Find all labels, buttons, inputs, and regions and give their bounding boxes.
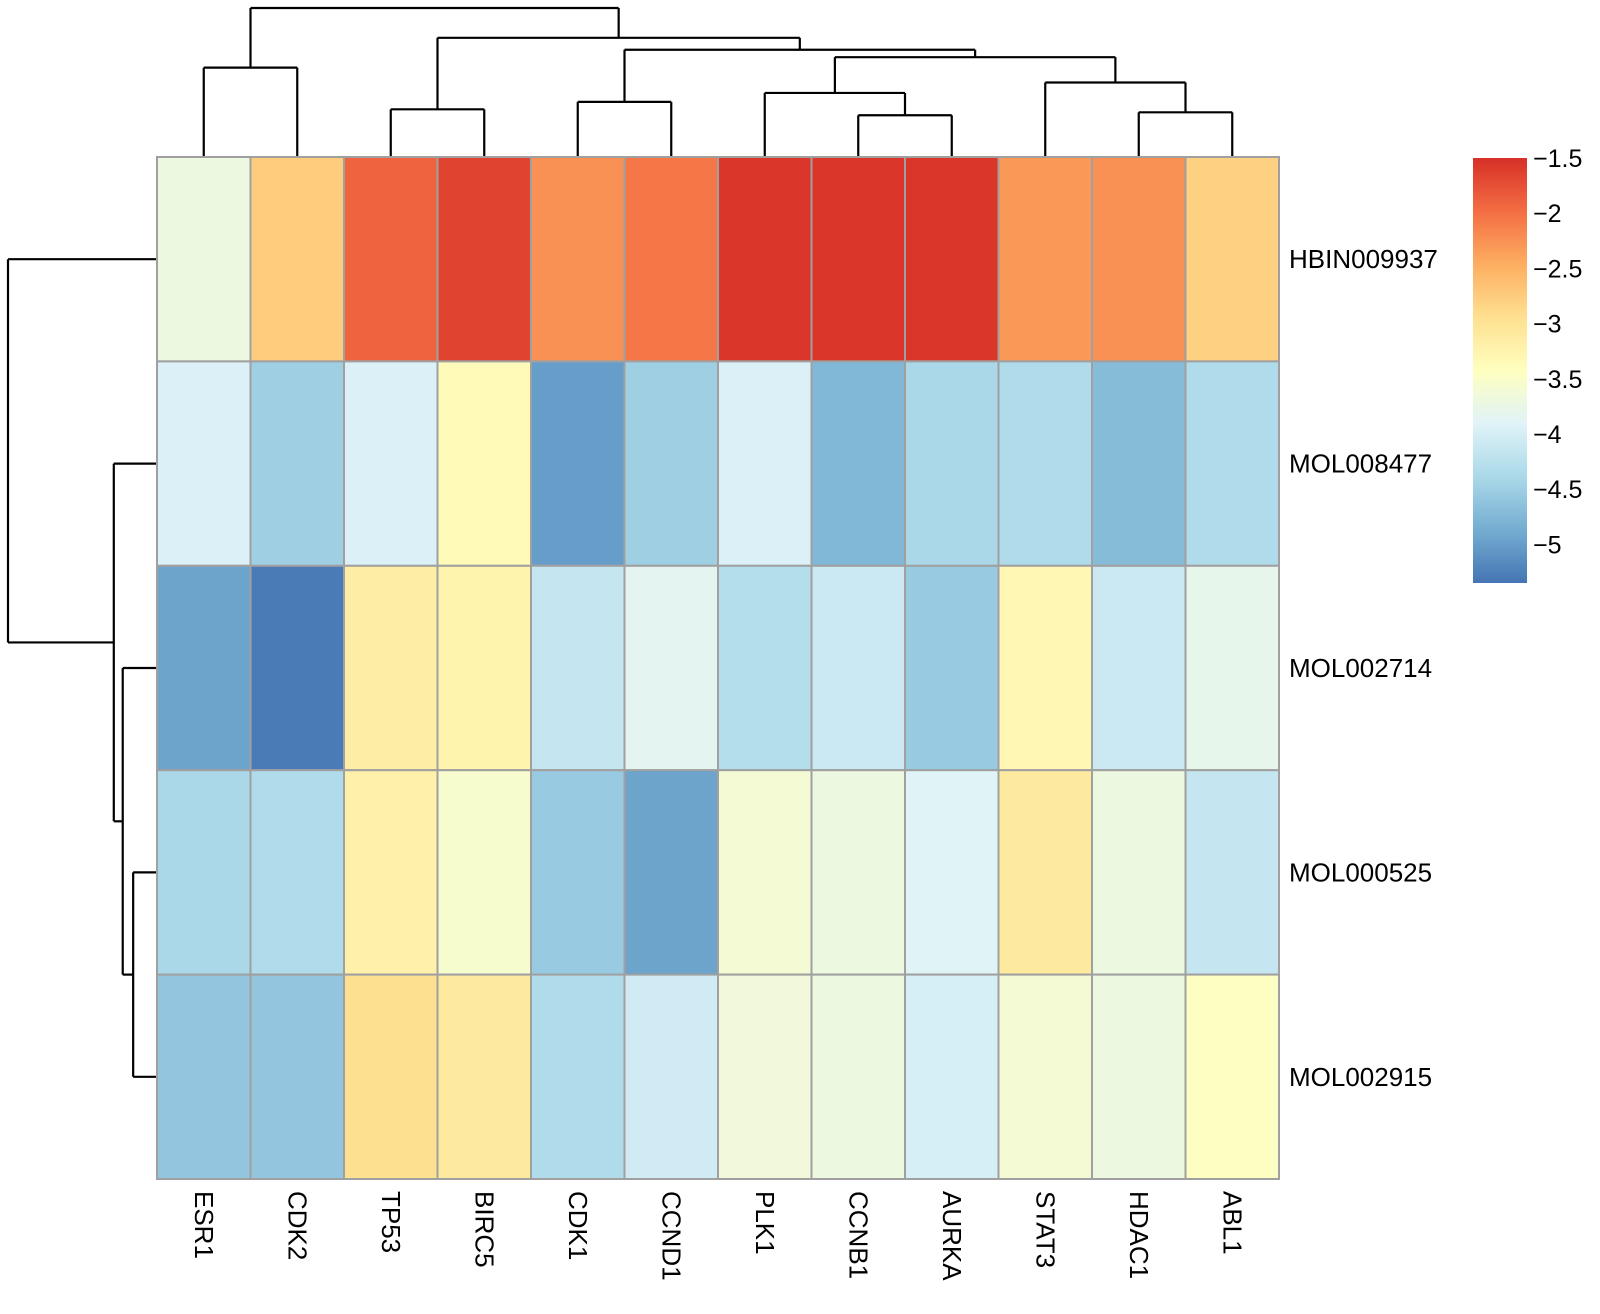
heatmap-cell [343,564,439,772]
column-label: BIRC5 [469,1191,499,1268]
heatmap-cell [997,564,1093,772]
color-legend-bar [1473,158,1527,583]
heatmap-cell [1091,769,1187,976]
column-label: HDAC1 [1124,1191,1154,1279]
heatmap-cell [997,769,1093,976]
heatmap-cell [1091,360,1187,567]
heatmap-cell [249,564,345,772]
heatmap-cell [249,973,345,1180]
heatmap-cell [156,360,252,567]
row-label: HBIN009937 [1289,244,1438,274]
heatmap-cell [623,564,719,772]
column-label: CCND1 [656,1191,686,1281]
column-label: CDK1 [563,1191,593,1260]
row-label: MOL008477 [1289,449,1432,479]
heatmap-cell [810,973,906,1180]
heatmap-cell [156,564,252,772]
heatmap-cell [156,973,252,1180]
heatmap-cell [904,769,1000,976]
legend-tick-label: −3.5 [1533,366,1582,394]
heatmap-cell [717,769,813,976]
color-legend: −1.5 −2 −2.5 −3 −3.5 −4 −4.5 −5 [1473,145,1582,583]
heatmap-cell [530,360,626,567]
heatmap-cell [623,973,719,1180]
heatmap-cell [1184,769,1280,976]
legend-tick-label: −2 [1533,200,1562,228]
legend-tick-label: −3 [1533,311,1562,339]
legend-tick-label: −5 [1533,531,1562,559]
heatmap-cell [436,360,532,567]
heatmap-cell [1091,973,1187,1180]
column-label: CDK2 [282,1191,312,1260]
legend-tick-label: −4 [1533,421,1562,449]
heatmap-cell [904,360,1000,567]
heatmap-cell [717,360,813,567]
heatmap-cell [904,973,1000,1180]
heatmap-cell [1184,156,1280,363]
heatmap-cell [530,156,626,363]
heatmap-cell [436,973,532,1180]
legend-tick-label: −1.5 [1533,145,1582,173]
heatmap-cell [810,564,906,772]
heatmap-cell [810,360,906,567]
heatmap-cell [997,156,1093,363]
heatmap-cell [1184,973,1280,1180]
heatmap-cell [717,156,813,363]
heatmap-cell [997,360,1093,567]
row-label: MOL000525 [1289,857,1432,887]
heatmap-cell [623,360,719,567]
heatmap-cell [343,973,439,1180]
row-labels: HBIN009937 MOL008477 MOL002714 MOL000525 MOL… [1289,244,1438,1092]
heatmap-cell [156,156,252,363]
column-label: AURKA [937,1191,967,1281]
heatmap-cell [249,360,345,567]
heatmap-cell [810,769,906,976]
heatmap-cell [436,564,532,772]
legend-tick-label: −4.5 [1533,476,1582,504]
heatmap-cell [156,769,252,976]
heatmap-cell [249,156,345,363]
color-legend-ticks: −1.5 −2 −2.5 −3 −3.5 −4 −4.5 −5 [1533,145,1582,559]
heatmap-cell [249,769,345,976]
heatmap-cell [1091,156,1187,363]
column-label: ESR1 [189,1191,219,1259]
column-labels: ESR1 CDK2 TP53 BIRC5 CDK1 CCND1 PLK1 CCNB1 AURKA… [189,1191,1248,1281]
heatmap-cell [436,156,532,363]
heatmap-cell [530,973,626,1180]
legend-tick-label: −2.5 [1533,255,1582,283]
heatmap-cell [904,564,1000,772]
heatmap-cell [1184,564,1280,772]
heatmap-cell [343,360,439,567]
heatmap-cell [1184,360,1280,567]
heatmap-cell [810,156,906,363]
column-label: PLK1 [750,1191,780,1255]
heatmap-cell [530,564,626,772]
row-dendrogram [6,258,157,1078]
column-label: CCNB1 [843,1191,873,1279]
heatmap-cell [436,769,532,976]
heatmap-cell [717,564,813,772]
heatmap-cells [156,156,1280,1180]
heatmap-cell [623,156,719,363]
heatmap-cell [343,156,439,363]
column-label: ABL1 [1217,1191,1247,1255]
column-label: STAT3 [1030,1191,1060,1268]
heatmap-cell [623,769,719,976]
heatmap-cell [530,769,626,976]
heatmap-cell [717,973,813,1180]
heatmap-cell [997,973,1093,1180]
row-label: MOL002714 [1289,653,1432,683]
row-label: MOL002915 [1289,1062,1432,1092]
column-label: TP53 [376,1191,406,1253]
heatmap-cell [904,156,1000,363]
column-dendrogram [202,6,1234,157]
heatmap-cell [343,769,439,976]
heatmap-cell [1091,564,1187,772]
